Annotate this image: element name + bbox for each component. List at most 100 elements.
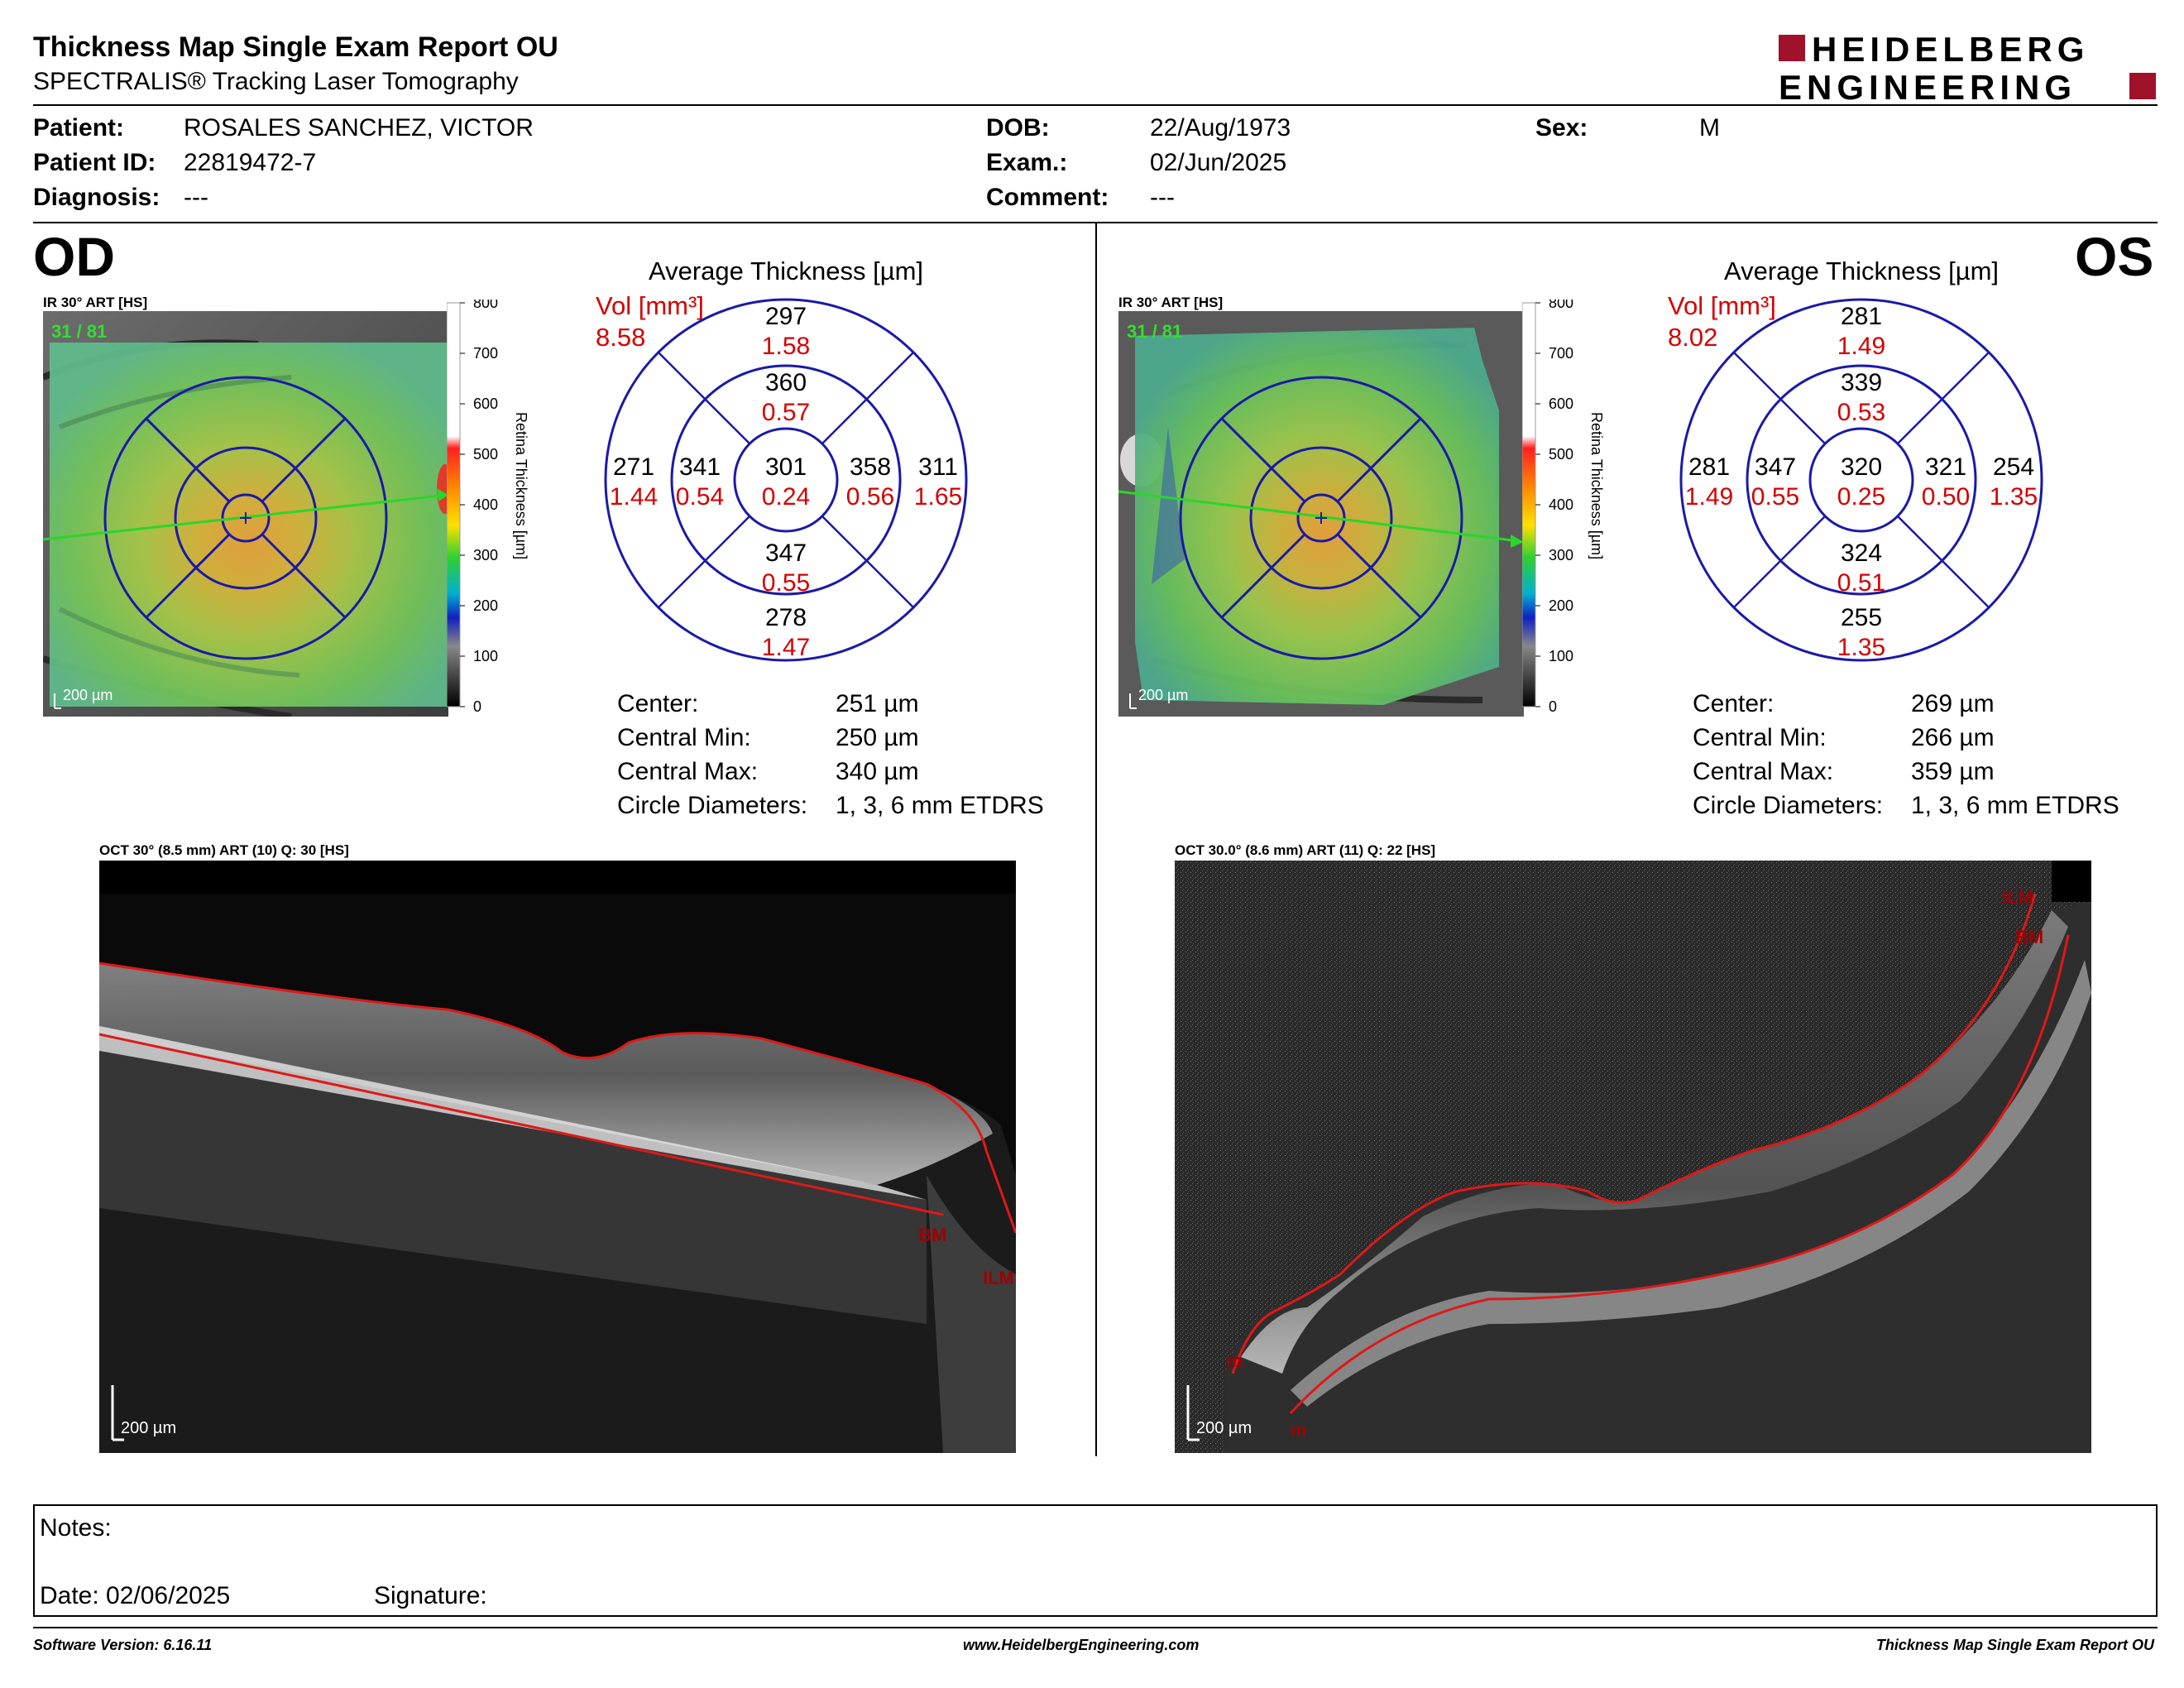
exam-label: Exam.: (986, 149, 1068, 176)
od-outer-top-thickness: 297 (765, 303, 807, 330)
od-outer-top-volume: 1.58 (762, 333, 810, 360)
os-etdrs-chart: 281 1.49 339 0.53 320 0.25 347 0.55 321 … (1679, 298, 2043, 662)
svg-text:400: 400 (1549, 496, 1573, 513)
report-subtitle: SPECTRALIS® Tracking Laser Tomography (33, 68, 519, 95)
report-title: Thickness Map Single Exam Report OU (33, 31, 558, 63)
os-oct-bm: BM (2015, 927, 2043, 947)
od-oct-bscan: BM ILM 200 µm (99, 861, 1016, 1453)
os-outer-top-thickness: 281 (1841, 303, 1882, 330)
heidelberg-logo: HEIDELBERG ENGINEERING (1779, 30, 2159, 107)
os-inner-left-volume: 0.55 (1751, 483, 1799, 511)
svg-text:800: 800 (473, 300, 498, 311)
os-stat-value-center: 269 µm (1911, 690, 1995, 717)
notes-signature: Signature: (374, 1582, 487, 1609)
dob-value: 22/Aug/1973 (1150, 114, 1291, 141)
os-vol-value: 8.02 (1668, 323, 1718, 352)
od-inner-right-thickness: 358 (850, 453, 891, 481)
os-center-volume: 0.25 (1837, 483, 1885, 511)
od-colorbar-title: Retina Thickness [µm] (513, 412, 529, 559)
sex-label: Sex: (1535, 114, 1588, 141)
os-outer-right-thickness: 254 (1993, 453, 2034, 481)
svg-text:100: 100 (1549, 648, 1573, 664)
svg-text:HEIDELBERG: HEIDELBERG (1812, 30, 2089, 69)
notes-box[interactable] (33, 1504, 2158, 1617)
od-vol-label: Vol [mm³] (596, 291, 704, 320)
os-outer-bottom-volume: 1.35 (1837, 634, 1885, 661)
od-oct-label: OCT 30° (8.5 mm) ART (10) Q: 30 [HS] (99, 842, 349, 858)
diagnosis-label: Diagnosis: (33, 184, 160, 211)
os-fundus-thickness-map: 31 / 81 200 µm (1118, 311, 1524, 717)
od-inner-top-volume: 0.57 (762, 399, 810, 426)
od-oct-scale: 200 µm (121, 1419, 176, 1437)
notes-label: Notes: (40, 1514, 112, 1542)
od-outer-right-volume: 1.65 (914, 483, 962, 511)
od-avg-title: Average Thickness [µm] (648, 257, 924, 285)
svg-text:300: 300 (1549, 547, 1573, 563)
od-center-thickness: 301 (765, 453, 807, 481)
os-inner-top-volume: 0.53 (1837, 399, 1885, 426)
os-vol-label: Vol [mm³] (1668, 291, 1776, 320)
svg-text:600: 600 (473, 396, 498, 412)
diagnosis-value: --- (184, 184, 208, 211)
os-stat-label-min: Central Min: (1693, 724, 1827, 751)
od-map-scale: 200 µm (63, 687, 113, 703)
os-inner-bottom-thickness: 324 (1841, 539, 1882, 567)
patient-name: ROSALES SANCHEZ, VICTOR (184, 114, 534, 141)
od-stat-label-max: Central Max: (617, 758, 759, 785)
svg-text:800: 800 (1549, 300, 1573, 311)
os-colorbar: 800 700 600 500 400 300 200 100 0 Retina… (1521, 295, 1613, 715)
svg-text:0: 0 (473, 698, 481, 713)
od-center-volume: 0.24 (762, 483, 810, 511)
od-ir-label: IR 30° ART [HS] (43, 295, 148, 310)
os-outer-top-volume: 1.49 (1837, 333, 1885, 360)
od-stat-value-diam: 1, 3, 6 mm ETDRS (836, 792, 1044, 819)
od-inner-top-thickness: 360 (765, 369, 807, 396)
svg-text:500: 500 (1549, 446, 1573, 463)
os-oct-m2: m (1291, 1420, 1307, 1441)
os-stat-value-max: 359 µm (1911, 758, 1995, 785)
od-colorbar-ticks (460, 302, 465, 707)
svg-text:500: 500 (473, 446, 498, 463)
od-stat-label-center: Center: (617, 690, 699, 717)
os-center-thickness: 320 (1841, 453, 1882, 481)
od-oct-bm: BM (918, 1225, 946, 1245)
od-stat-value-center: 251 µm (836, 690, 919, 717)
sex-value: M (1699, 114, 1720, 141)
od-outer-left-volume: 1.44 (610, 483, 658, 511)
od-vol-value: 8.58 (596, 323, 646, 352)
od-frames: 31 / 81 (51, 321, 107, 342)
os-outer-bottom-thickness: 255 (1841, 604, 1882, 631)
os-stat-value-min: 266 µm (1911, 724, 1995, 751)
footer-software-version: Software Version: 6.16.11 (33, 1637, 213, 1653)
os-inner-top-thickness: 339 (1841, 369, 1882, 396)
os-outer-left-thickness: 281 (1688, 453, 1730, 481)
od-oct-ilm: ILM (983, 1268, 1014, 1288)
comment-label: Comment: (986, 184, 1109, 211)
exam-value: 02/Jun/2025 (1150, 149, 1287, 176)
os-inner-left-thickness: 347 (1755, 453, 1796, 481)
footer-report-name: Thickness Map Single Exam Report OU (1875, 1637, 2154, 1653)
od-stat-label-min: Central Min: (617, 724, 751, 751)
od-fundus-thickness-map: 31 / 81 200 µm (43, 311, 448, 717)
notes-date: Date: 02/06/2025 (40, 1582, 231, 1609)
od-outer-bottom-thickness: 278 (765, 604, 807, 631)
os-outer-left-volume: 1.49 (1685, 483, 1733, 511)
svg-text:300: 300 (473, 547, 498, 563)
svg-text:100: 100 (473, 648, 498, 664)
od-outer-right-thickness: 311 (918, 453, 958, 481)
od-inner-bottom-thickness: 347 (765, 539, 807, 567)
center-divider (1095, 223, 1097, 1456)
od-outer-bottom-volume: 1.47 (762, 634, 810, 661)
os-ir-label: IR 30° ART [HS] (1118, 295, 1224, 310)
os-oct-ilm: ILM (2002, 887, 2033, 908)
os-map-scale: 200 µm (1138, 687, 1188, 703)
os-frames: 31 / 81 (1127, 321, 1182, 342)
svg-text:600: 600 (1549, 396, 1573, 412)
dob-label: DOB: (986, 114, 1050, 141)
od-eye-label: OD (33, 226, 115, 287)
footer-website[interactable]: www.HeidelbergEngineering.com (963, 1637, 1200, 1653)
od-etdrs-chart: 297 1.58 360 0.57 301 0.24 341 0.54 358 … (604, 298, 968, 662)
od-stat-value-min: 250 µm (836, 724, 919, 751)
svg-text:200: 200 (473, 597, 498, 614)
svg-text:700: 700 (1549, 345, 1573, 362)
